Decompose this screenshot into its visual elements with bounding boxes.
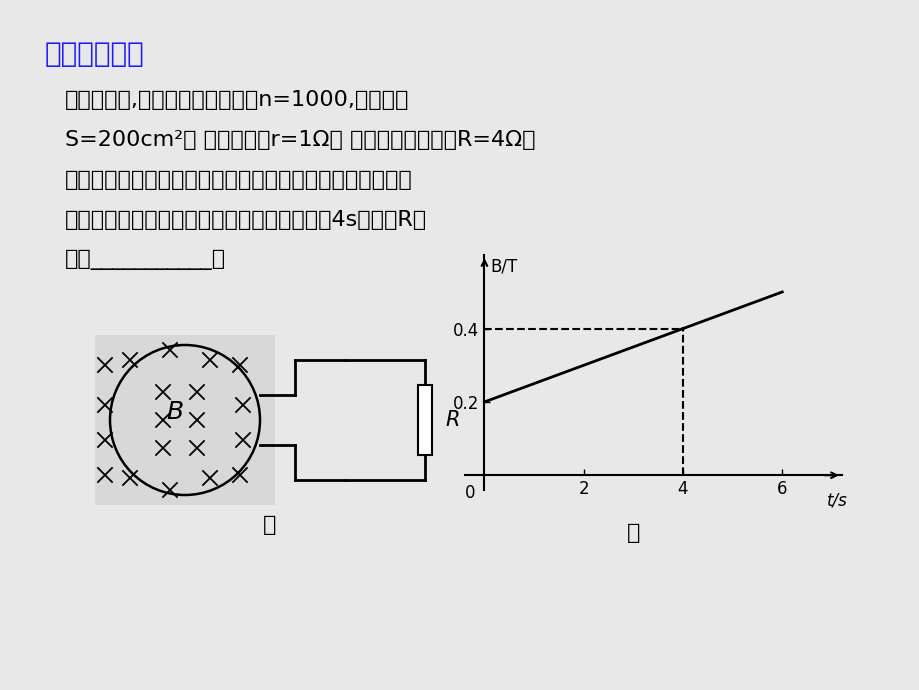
Text: 电流___________。: 电流___________。 <box>65 250 226 270</box>
Text: 乙: 乙 <box>626 523 640 543</box>
Bar <box>95 335 275 505</box>
Text: 甲: 甲 <box>263 515 277 535</box>
Text: 如图甲所示,一个圆形线圈的匯数n=1000,线圈面积: 如图甲所示,一个圆形线圈的匯数n=1000,线圈面积 <box>65 90 409 110</box>
Text: 0: 0 <box>465 484 475 502</box>
Bar <box>417 385 432 455</box>
Text: R: R <box>445 410 459 430</box>
Text: S=200cm²， 线圈的电阱r=1Ω， 线圈外接一个阵值R=4Ω的: S=200cm²， 线圈的电阱r=1Ω， 线圈外接一个阵值R=4Ω的 <box>65 130 535 150</box>
Text: t/s: t/s <box>825 492 846 510</box>
Text: B/T: B/T <box>490 257 517 275</box>
Text: 电阱，把线圈放入一方向垂直线圈平面向里的匀强磁场中，: 电阱，把线圈放入一方向垂直线圈平面向里的匀强磁场中， <box>65 170 413 190</box>
Text: B: B <box>166 400 184 424</box>
Text: 平时这样练：: 平时这样练： <box>45 40 144 68</box>
Text: 磁感应强度随时间的变化规律如图乙所示。前4s内通过R的: 磁感应强度随时间的变化规律如图乙所示。前4s内通过R的 <box>65 210 426 230</box>
